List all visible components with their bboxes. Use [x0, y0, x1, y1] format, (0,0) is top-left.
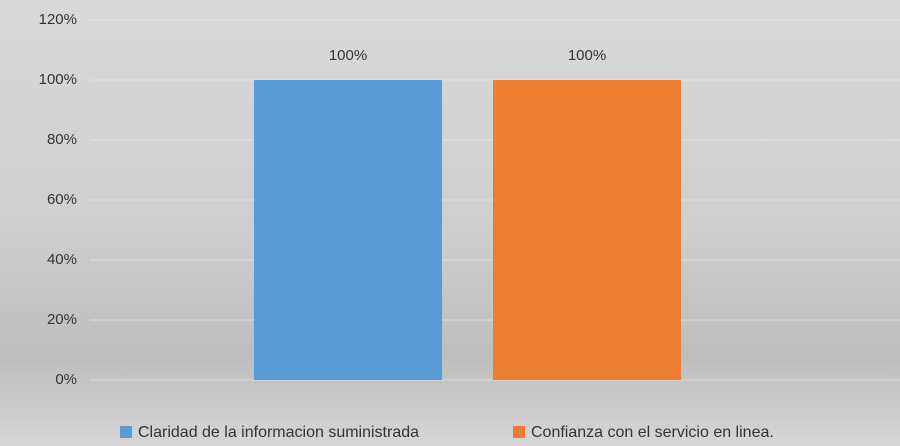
y-tick-label: 40% — [47, 251, 77, 268]
data-label: 100% — [568, 47, 606, 64]
y-tick-label: 100% — [39, 71, 77, 88]
y-tick-label: 80% — [47, 131, 77, 148]
legend-swatch — [120, 426, 132, 438]
y-tick-label: 120% — [39, 11, 77, 28]
data-label: 100% — [329, 47, 367, 64]
bar — [254, 80, 442, 380]
y-tick-label: 0% — [55, 371, 77, 388]
bar — [493, 80, 681, 380]
y-tick-label: 60% — [47, 191, 77, 208]
legend-text: Claridad de la informacion suministrada — [138, 424, 419, 441]
y-tick-label: 20% — [47, 311, 77, 328]
legend-text: Confianza con el servicio en linea. — [531, 424, 774, 441]
legend-swatch — [513, 426, 525, 438]
